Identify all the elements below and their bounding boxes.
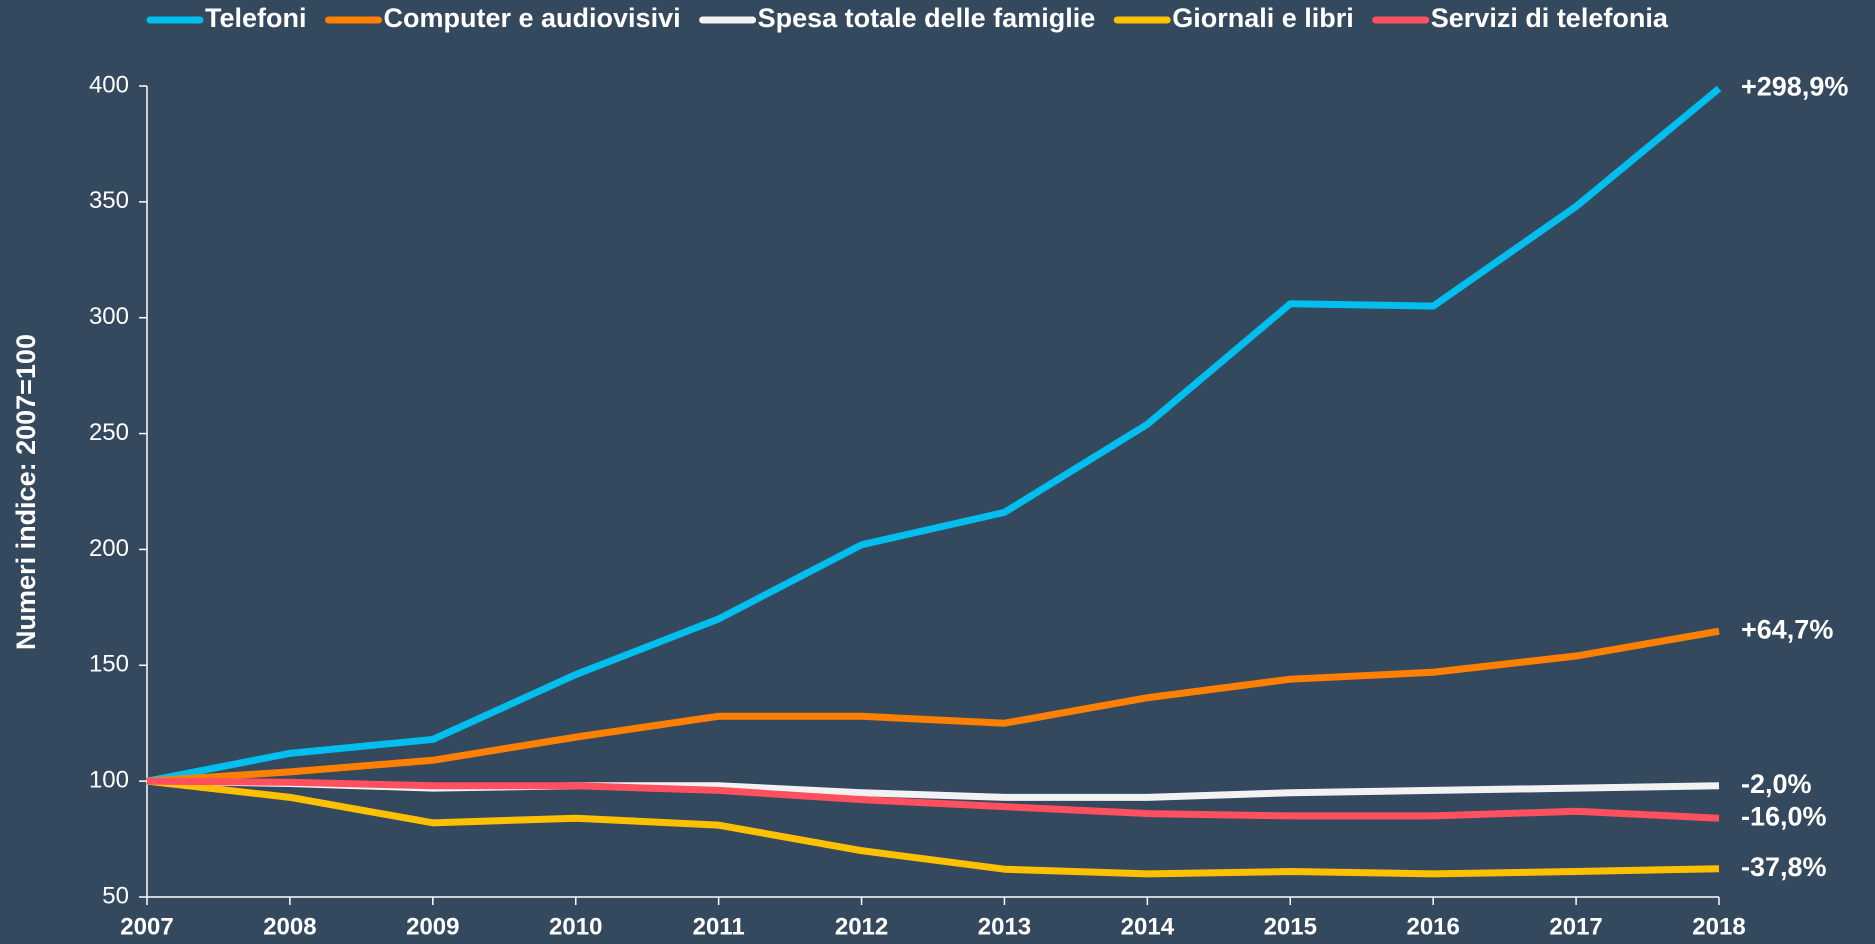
y-tick-label: 50 [102, 882, 129, 909]
x-tick-label: 2007 [120, 913, 173, 940]
end-label: -2,0% [1741, 769, 1812, 799]
x-tick-label: 2013 [978, 913, 1031, 940]
legend-label: Computer e audiovisivi [384, 3, 681, 33]
x-tick-label: 2015 [1264, 913, 1317, 940]
x-tick-label: 2009 [406, 913, 459, 940]
end-label: -16,0% [1741, 801, 1827, 831]
legend-label: Servizi di telefonia [1431, 3, 1669, 33]
legend-label: Giornali e libri [1172, 3, 1354, 33]
y-tick-label: 200 [89, 535, 129, 562]
y-axis-label: Numeri indice: 2007=100 [11, 334, 41, 650]
x-tick-label: 2012 [835, 913, 888, 940]
legend-label: Telefoni [205, 3, 307, 33]
y-tick-label: 250 [89, 419, 129, 446]
x-tick-label: 2017 [1549, 913, 1602, 940]
end-label: -37,8% [1741, 852, 1827, 882]
series-line [146, 777, 1720, 822]
x-tick-label: 2018 [1692, 913, 1745, 940]
series-line [146, 777, 1720, 878]
end-label: +64,7% [1741, 614, 1833, 644]
end-label: +298,9% [1741, 72, 1848, 102]
x-tick-label: 2010 [549, 913, 602, 940]
x-tick-label: 2016 [1406, 913, 1459, 940]
y-tick-label: 150 [89, 651, 129, 678]
series-line [146, 627, 1720, 785]
x-tick-label: 2014 [1121, 913, 1175, 940]
x-tick-label: 2008 [263, 913, 316, 940]
y-tick-label: 350 [89, 187, 129, 214]
series-line [146, 85, 1722, 785]
y-tick-label: 300 [89, 303, 129, 330]
legend-label: Spesa totale delle famiglie [758, 3, 1096, 33]
y-tick-label: 100 [89, 766, 129, 793]
x-tick-label: 2011 [693, 913, 745, 940]
y-tick-label: 400 [89, 71, 129, 98]
